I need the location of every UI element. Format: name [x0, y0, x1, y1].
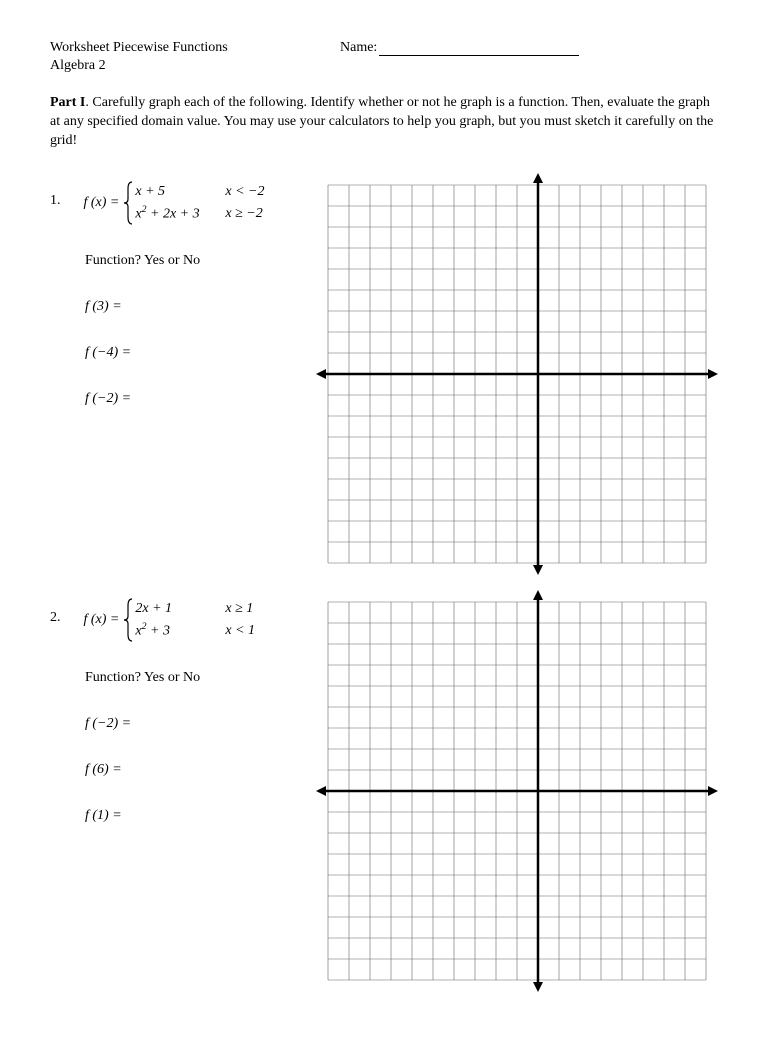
evaluation-prompt: f (6) = — [85, 762, 306, 778]
function-yes-no-question: Function? Yes or No — [85, 670, 306, 686]
graph-area — [316, 590, 718, 997]
piecewise-definition: f (x) = 2x + 1 x ≥ 1 x2 + 3 x < 1 — [84, 590, 256, 642]
problem-block: 2. f (x) = 2x + 1 x ≥ 1 x2 + 3 x < 1 Fun… — [50, 590, 718, 997]
problem-number: 2. — [50, 590, 80, 626]
evaluation-prompt: f (−4) = — [85, 345, 306, 361]
evaluation-prompt: f (−2) = — [85, 716, 306, 732]
piecewise-piece: x2 + 3 x < 1 — [135, 620, 255, 642]
piece-expression: x + 5 — [135, 184, 225, 200]
name-field: Name: — [340, 40, 579, 56]
coordinate-grid — [316, 590, 718, 992]
piecewise-brace — [123, 598, 133, 642]
piece-condition: x ≥ 1 — [225, 601, 253, 617]
piecewise-brace — [123, 181, 133, 225]
problem-block: 1. f (x) = x + 5 x < −2 x2 + 2x + 3 x ≥ … — [50, 173, 718, 580]
instructions-block: Part I. Carefully graph each of the foll… — [50, 94, 718, 151]
problem-left-column: 2. f (x) = 2x + 1 x ≥ 1 x2 + 3 x < 1 Fun… — [50, 590, 316, 824]
piece-condition: x ≥ −2 — [225, 206, 262, 222]
piece-expression: x2 + 3 — [135, 621, 225, 640]
instructions-text: . Carefully graph each of the following.… — [50, 95, 713, 148]
problem-number: 1. — [50, 173, 80, 209]
evaluation-prompt: f (3) = — [85, 299, 306, 315]
function-yes-no-question: Function? Yes or No — [85, 253, 306, 269]
piece-condition: x < 1 — [225, 623, 255, 639]
piece-condition: x < −2 — [225, 184, 264, 200]
piece-expression: 2x + 1 — [135, 601, 225, 617]
piecewise-piece: x + 5 x < −2 — [135, 181, 264, 203]
worksheet-subtitle: Algebra 2 — [50, 58, 718, 74]
name-blank-line — [379, 41, 579, 56]
name-label-text: Name: — [340, 40, 377, 56]
graph-area — [316, 173, 718, 580]
piecewise-definition: f (x) = x + 5 x < −2 x2 + 2x + 3 x ≥ −2 — [84, 173, 265, 225]
piece-expression: x2 + 2x + 3 — [135, 204, 225, 223]
function-label: f (x) = — [84, 195, 120, 211]
part-label: Part I — [50, 95, 85, 110]
evaluation-prompt: f (−2) = — [85, 391, 306, 407]
piecewise-piece: x2 + 2x + 3 x ≥ −2 — [135, 203, 264, 225]
problem-left-column: 1. f (x) = x + 5 x < −2 x2 + 2x + 3 x ≥ … — [50, 173, 316, 407]
piecewise-piece: 2x + 1 x ≥ 1 — [135, 598, 255, 620]
worksheet-title: Worksheet Piecewise Functions — [50, 40, 340, 56]
evaluation-prompt: f (1) = — [85, 808, 306, 824]
function-label: f (x) = — [84, 612, 120, 628]
coordinate-grid — [316, 173, 718, 575]
